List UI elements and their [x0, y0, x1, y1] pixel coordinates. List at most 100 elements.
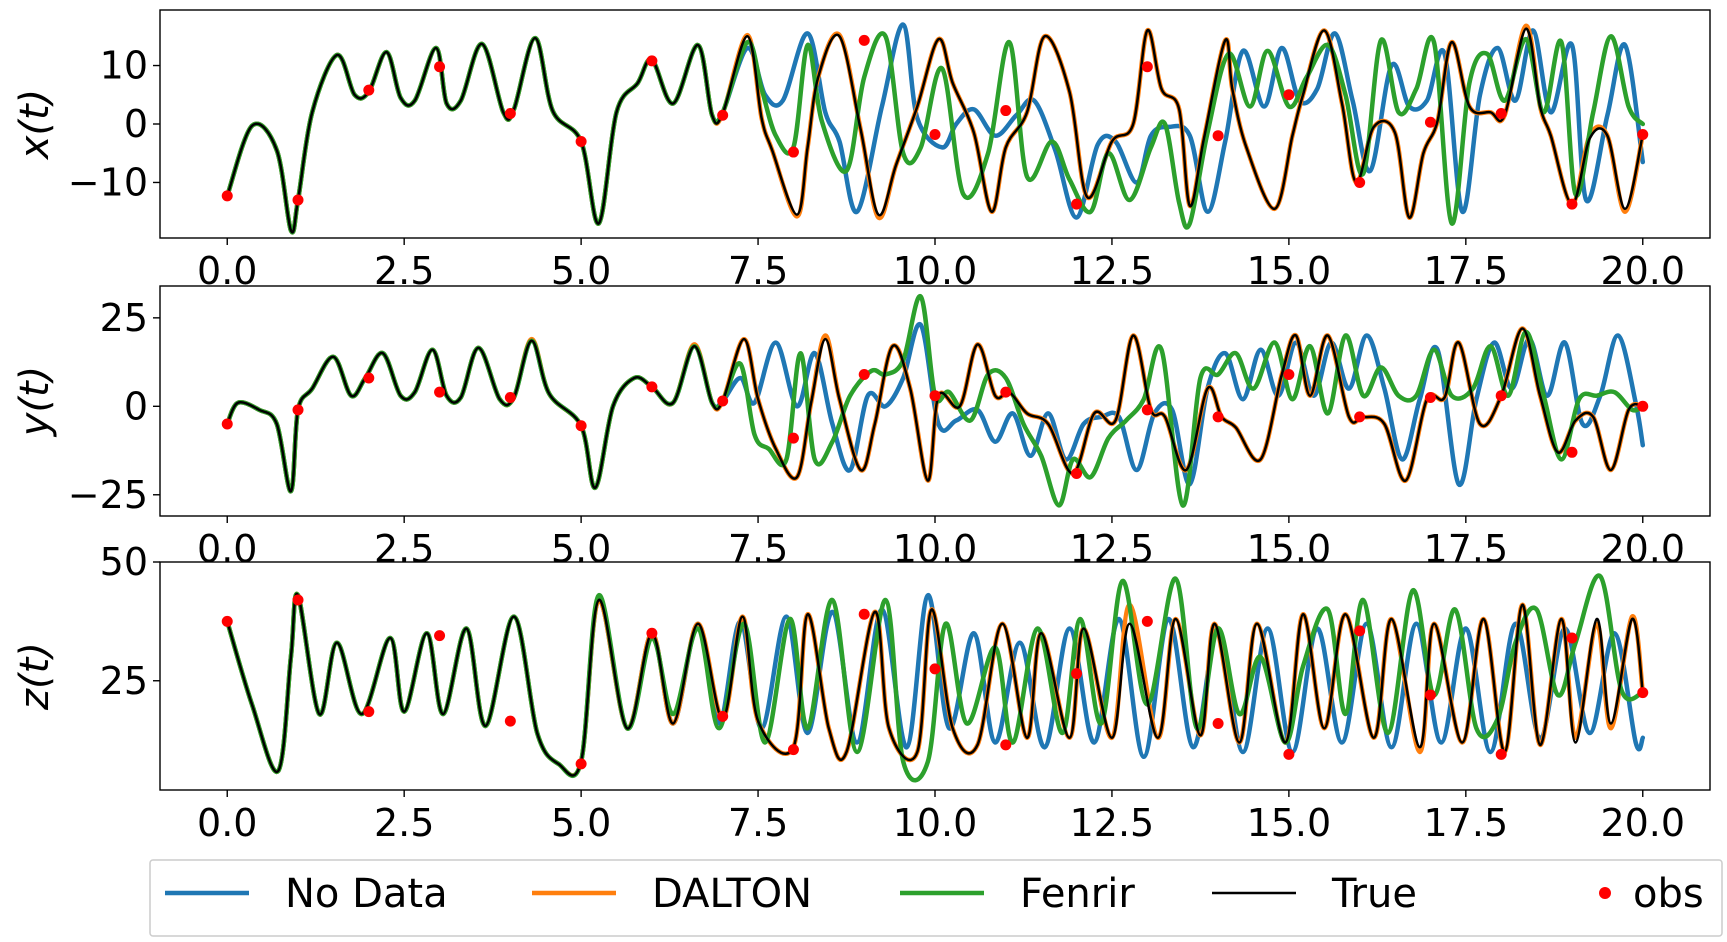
obs-point [1000, 386, 1012, 398]
obs-point [1637, 129, 1649, 141]
obs-points [221, 594, 1649, 770]
obs-point [1212, 718, 1224, 729]
obs-point [1141, 615, 1153, 627]
obs-point [1566, 446, 1578, 458]
obs-point [1283, 368, 1295, 380]
legend-label: True [1331, 871, 1417, 917]
x-tick-label: 20.0 [1600, 801, 1685, 845]
obs-point [858, 34, 870, 46]
legend-frame [149, 859, 1723, 937]
obs-point [1071, 668, 1083, 680]
obs-point [363, 372, 375, 384]
obs-point [1141, 404, 1153, 416]
panel-z: 0.0 2.5 5.0 7.5 10.0 12.5 15.0 17.5 20.0 25 50 z(t) [12, 540, 1711, 845]
obs-points [221, 34, 1649, 210]
y-tick-label: 10 [100, 44, 148, 88]
obs-point [717, 109, 729, 121]
obs-point [646, 381, 658, 393]
obs-point [1354, 411, 1366, 423]
obs-point [1495, 390, 1507, 402]
obs-point [1354, 176, 1366, 188]
y-tick-label: −25 [68, 473, 148, 517]
x-tick-label: 2.5 [374, 527, 434, 571]
obs-point [858, 368, 870, 380]
obs-point [434, 630, 446, 642]
obs-point [1071, 198, 1083, 210]
obs-point [1283, 89, 1295, 101]
obs-point [1354, 625, 1366, 637]
legend-label: No Data [285, 871, 448, 917]
series-line-true [225, 592, 1645, 777]
obs-point [504, 715, 516, 727]
y-tick-label: 0 [124, 102, 148, 146]
obs-point [363, 706, 375, 718]
legend-item-fenrir: Fenrir [900, 871, 1135, 917]
obs-point [1212, 130, 1224, 142]
legend-label: DALTON [652, 871, 812, 917]
x-tick-label: 12.5 [1070, 801, 1155, 845]
obs-point [1495, 748, 1507, 760]
obs-point [1424, 689, 1436, 701]
obs-points [221, 368, 1649, 480]
obs-point [1071, 468, 1083, 480]
x-tick-label: 5.0 [551, 527, 611, 571]
y-axis-label: z(t) [12, 642, 58, 711]
legend: No Data DALTON Fenrir True obs [149, 859, 1723, 937]
obs-point [646, 55, 658, 67]
x-tick-label: 17.5 [1424, 527, 1509, 571]
obs-point [646, 627, 658, 639]
x-tick-label: 5.0 [551, 801, 611, 845]
legend-item-true: True [1212, 871, 1417, 917]
obs-point [434, 386, 446, 398]
x-tick-label: 15.0 [1247, 801, 1332, 845]
x-tick-label: 10.0 [893, 801, 978, 845]
obs-point [1495, 107, 1507, 119]
obs-point [929, 129, 941, 141]
obs-point [1212, 411, 1224, 423]
obs-point [575, 420, 587, 432]
panel-y: 0.0 2.5 5.0 7.5 10.0 12.5 15.0 17.5 20.0 −25 0 25 y(… [12, 285, 1711, 571]
obs-point [1637, 687, 1649, 699]
obs-point [221, 190, 233, 202]
obs-point [221, 615, 233, 627]
obs-point [717, 395, 729, 407]
obs-point [221, 418, 233, 430]
legend-label: Fenrir [1020, 871, 1135, 917]
obs-point [292, 194, 304, 206]
y-tick-label: 25 [100, 659, 148, 703]
obs-point [717, 710, 729, 722]
obs-point [1000, 105, 1012, 117]
obs-point [929, 663, 941, 675]
legend-item-no-data: No Data [165, 871, 448, 917]
x-tick-label: 20.0 [1600, 527, 1685, 571]
series-line-true [225, 27, 1645, 234]
obs-point [787, 146, 799, 158]
legend-label: obs [1633, 871, 1704, 917]
legend-item-dalton: DALTON [532, 871, 812, 917]
panel-x: 0.0 2.5 5.0 7.5 10.0 12.5 15.0 17.5 20.0−10010x(… [12, 9, 1711, 293]
obs-point [1424, 116, 1436, 128]
obs-point [1424, 391, 1436, 403]
obs-point [1141, 61, 1153, 73]
obs-point [292, 404, 304, 416]
obs-point [1566, 198, 1578, 210]
obs-point [504, 107, 516, 119]
obs-point [787, 432, 799, 444]
y-axis-label: x(t) [12, 89, 58, 162]
obs-point [787, 744, 799, 756]
legend-item-obs: obs [1599, 871, 1704, 917]
obs-point [575, 758, 587, 770]
obs-point [434, 61, 446, 73]
y-tick-label: −10 [68, 160, 148, 204]
legend-swatch [1599, 887, 1611, 899]
y-tick-label: 0 [124, 384, 148, 428]
x-tick-label: 7.5 [728, 801, 788, 845]
obs-point [292, 594, 304, 606]
obs-point [1566, 632, 1578, 644]
series-lines [224, 22, 1646, 235]
obs-point [363, 84, 375, 96]
obs-point [504, 391, 516, 403]
series-lines [224, 573, 1646, 783]
obs-point [575, 136, 587, 148]
obs-point [1000, 739, 1012, 751]
